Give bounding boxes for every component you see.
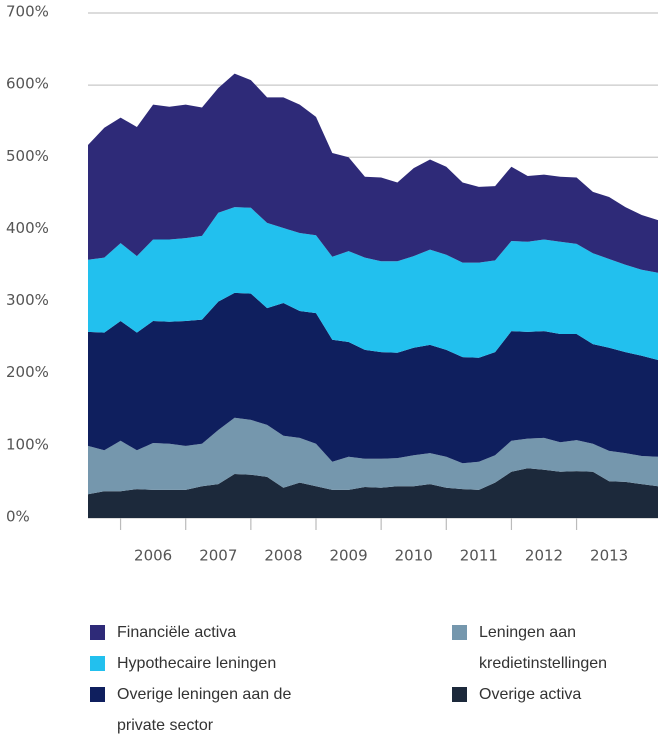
area [88,207,658,360]
x-tick-label: 2008 [264,547,302,565]
chart: 0% 100% 200% 300% 400% 500% 600% 700% 2006 2007 20… [6,3,658,565]
y-tick-label: 400% [6,219,49,237]
area [88,417,658,495]
legend-label: Leningen aan kredietinstellingen [479,624,608,672]
legend-label: Financiële activa [117,624,237,641]
legend-swatch [90,656,105,671]
x-tick-label: 2006 [134,547,172,565]
legend-swatch [452,687,467,702]
x-tick-label: 2007 [199,547,237,565]
y-tick-label: 100% [6,435,49,453]
legend-item: Overige activa [452,679,657,710]
legend-label: Hypothecaire leningen [117,655,277,672]
x-tick-label: 2013 [590,547,628,565]
area [88,468,658,518]
y-tick-label: 0% [6,508,30,526]
legend-item: Overige leningen aan de private sector [90,679,350,737]
legend-item: Financiële activa [90,617,350,648]
x-tick-label: 2012 [525,547,563,565]
legend-label: Overige leningen aan de private sector [117,686,292,734]
y-tick-label: 700% [6,3,49,21]
area [88,73,658,273]
y-tick-label: 600% [6,75,49,93]
x-tick-label: 2009 [329,547,367,565]
legend-swatch [90,625,105,640]
x-tick-label: 2011 [460,547,498,565]
legend-item: Leningen aan kredietinstellingen [452,617,657,679]
y-tick-label: 500% [6,147,49,165]
legend-item: Hypothecaire leningen [90,648,350,679]
legend-label: Overige activa [479,686,582,703]
y-tick-label: 200% [6,363,49,381]
x-tick-label: 2010 [395,547,433,565]
area [88,292,658,464]
legend-swatch [90,687,105,702]
legend-swatch [452,625,467,640]
y-tick-label: 300% [6,291,49,309]
